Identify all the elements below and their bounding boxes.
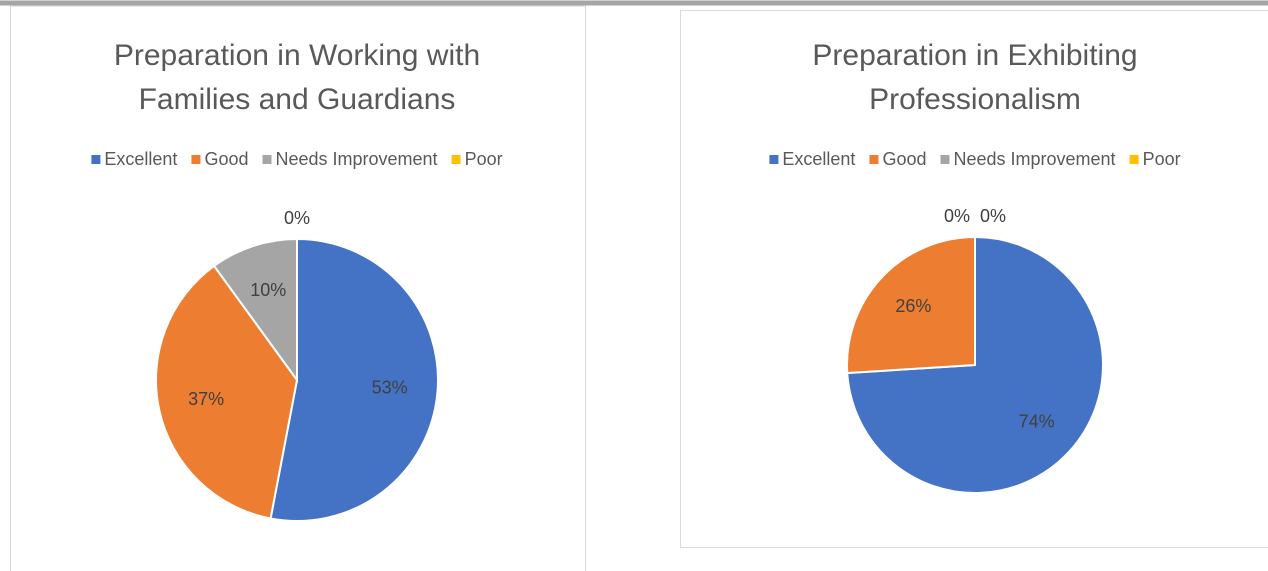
panel-border	[680, 10, 1268, 548]
pie-chart: Preparation in Working with Families and …	[91, 39, 503, 522]
pie-slice	[155, 264, 299, 520]
legend-swatch	[91, 155, 101, 164]
data-label: 10%	[250, 280, 286, 300]
legend-label: Poor	[465, 149, 503, 169]
pie-slice	[212, 237, 298, 384]
chart-title: Preparation in Working with	[114, 39, 480, 72]
legend-label: Good	[882, 149, 926, 169]
data-label: 37%	[188, 389, 224, 409]
legend: Excellent Good Needs Improvement Poor	[769, 149, 1181, 169]
legend-swatch	[191, 155, 201, 164]
panel-border	[10, 5, 586, 571]
chart-title: Professionalism	[869, 83, 1081, 116]
legend-swatch	[869, 155, 879, 164]
chart-title: Families and Guardians	[139, 83, 456, 116]
legend-label: Good	[204, 149, 248, 169]
chart-title: Preparation in Exhibiting	[812, 39, 1137, 72]
pie-slice	[846, 235, 976, 375]
legend-label: Poor	[1143, 149, 1181, 169]
pie-slice	[269, 237, 439, 522]
data-label: 0%	[980, 206, 1006, 226]
data-label: 26%	[895, 296, 931, 316]
legend-swatch	[451, 155, 461, 164]
legend-swatch	[262, 155, 272, 164]
legend-label: Needs Improvement	[953, 149, 1115, 169]
data-label: 0%	[284, 208, 310, 228]
legend: Excellent Good Needs Improvement Poor	[91, 149, 503, 169]
data-label: 74%	[1019, 412, 1055, 432]
legend-swatch	[769, 155, 779, 164]
pie-chart: Preparation in Exhibiting Professionalism…	[769, 39, 1181, 494]
legend-label: Excellent	[104, 149, 177, 169]
data-label: 0%	[944, 206, 970, 226]
legend-swatch	[940, 155, 950, 164]
legend-swatch	[1129, 155, 1139, 164]
legend-label: Needs Improvement	[275, 149, 437, 169]
data-label: 53%	[372, 378, 408, 398]
legend-label: Excellent	[782, 149, 855, 169]
